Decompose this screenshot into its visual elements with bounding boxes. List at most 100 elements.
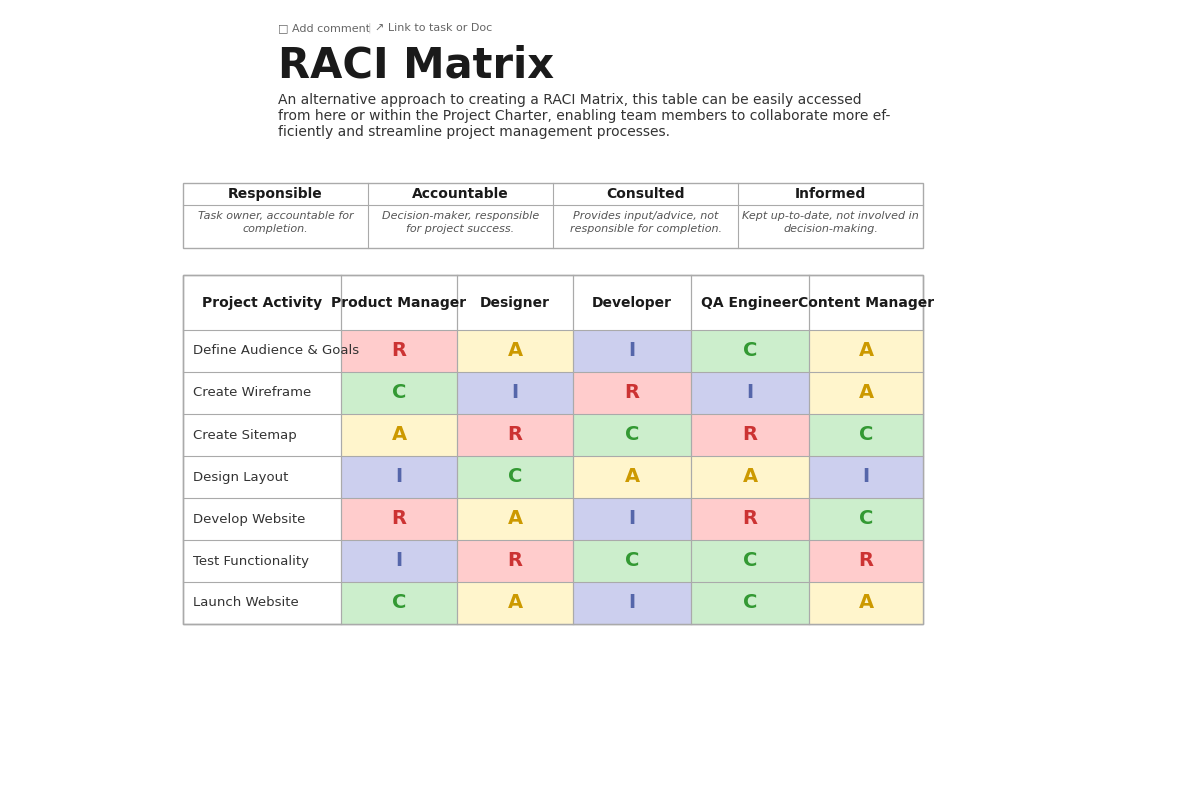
Text: ↗ Link to task or Doc: ↗ Link to task or Doc (374, 23, 492, 33)
Text: responsible for completion.: responsible for completion. (570, 224, 721, 234)
Text: Accountable: Accountable (412, 187, 509, 201)
Text: Launch Website: Launch Website (193, 596, 299, 610)
FancyBboxPatch shape (574, 582, 690, 623)
Text: Responsible: Responsible (228, 187, 323, 201)
FancyBboxPatch shape (691, 372, 809, 413)
Text: R: R (743, 509, 757, 528)
Text: Define Audience & Goals: Define Audience & Goals (193, 345, 359, 357)
Text: I: I (396, 467, 402, 486)
Text: C: C (625, 425, 640, 444)
Text: I: I (629, 509, 636, 528)
Text: An alternative approach to creating a RACI Matrix, this table can be easily acce: An alternative approach to creating a RA… (278, 93, 862, 107)
Text: Design Layout: Design Layout (193, 470, 288, 483)
Text: A: A (858, 593, 874, 612)
FancyBboxPatch shape (342, 372, 456, 413)
Text: C: C (392, 383, 406, 402)
FancyBboxPatch shape (342, 330, 456, 371)
FancyBboxPatch shape (182, 183, 923, 248)
Text: I: I (629, 341, 636, 360)
Text: A: A (858, 383, 874, 402)
Text: for project success.: for project success. (407, 224, 515, 234)
Text: C: C (859, 509, 874, 528)
Text: Informed: Informed (794, 187, 866, 201)
FancyBboxPatch shape (574, 540, 690, 581)
FancyBboxPatch shape (574, 414, 690, 455)
Text: Kept up-to-date, not involved in: Kept up-to-date, not involved in (742, 211, 919, 221)
FancyBboxPatch shape (574, 330, 690, 371)
Text: Project Activity: Project Activity (202, 295, 322, 310)
Text: Consulted: Consulted (606, 187, 685, 201)
Text: Create Sitemap: Create Sitemap (193, 428, 296, 441)
Text: Designer: Designer (480, 295, 550, 310)
Text: Create Wireframe: Create Wireframe (193, 386, 311, 399)
Text: I: I (396, 551, 402, 570)
Text: from here or within the Project Charter, enabling team members to collaborate mo: from here or within the Project Charter,… (278, 109, 890, 123)
Text: R: R (391, 341, 407, 360)
FancyBboxPatch shape (342, 582, 456, 623)
Text: A: A (508, 593, 522, 612)
Text: C: C (743, 593, 757, 612)
FancyBboxPatch shape (691, 540, 809, 581)
Text: A: A (508, 509, 522, 528)
Text: C: C (743, 551, 757, 570)
Text: C: C (625, 551, 640, 570)
Text: |: | (368, 23, 372, 33)
Text: R: R (743, 425, 757, 444)
FancyBboxPatch shape (457, 456, 572, 497)
Text: R: R (624, 383, 640, 402)
Text: Decision-maker, responsible: Decision-maker, responsible (382, 211, 539, 221)
Text: RACI Matrix: RACI Matrix (278, 44, 554, 86)
Text: C: C (392, 593, 406, 612)
FancyBboxPatch shape (574, 372, 690, 413)
FancyBboxPatch shape (457, 414, 572, 455)
Text: Developer: Developer (592, 295, 672, 310)
Text: A: A (858, 341, 874, 360)
FancyBboxPatch shape (457, 498, 572, 539)
Text: R: R (391, 509, 407, 528)
Text: QA Engineer: QA Engineer (702, 295, 798, 310)
Text: decision-making.: decision-making. (784, 224, 878, 234)
Text: Content Manager: Content Manager (798, 295, 934, 310)
FancyBboxPatch shape (691, 456, 809, 497)
FancyBboxPatch shape (810, 330, 923, 371)
FancyBboxPatch shape (691, 330, 809, 371)
Text: Task owner, accountable for: Task owner, accountable for (198, 211, 353, 221)
FancyBboxPatch shape (810, 414, 923, 455)
FancyBboxPatch shape (457, 372, 572, 413)
Text: I: I (629, 593, 636, 612)
FancyBboxPatch shape (691, 582, 809, 623)
Text: R: R (508, 425, 522, 444)
Text: I: I (746, 383, 754, 402)
Text: A: A (743, 467, 757, 486)
Text: I: I (511, 383, 518, 402)
FancyBboxPatch shape (810, 498, 923, 539)
Text: C: C (859, 425, 874, 444)
FancyBboxPatch shape (810, 540, 923, 581)
FancyBboxPatch shape (342, 456, 456, 497)
Text: completion.: completion. (242, 224, 308, 234)
FancyBboxPatch shape (810, 582, 923, 623)
Text: A: A (508, 341, 522, 360)
Text: A: A (624, 467, 640, 486)
FancyBboxPatch shape (457, 330, 572, 371)
Text: Test Functionality: Test Functionality (193, 554, 310, 568)
Text: A: A (391, 425, 407, 444)
Text: ficiently and streamline project management processes.: ficiently and streamline project managem… (278, 125, 670, 139)
FancyBboxPatch shape (691, 414, 809, 455)
Text: I: I (863, 467, 870, 486)
FancyBboxPatch shape (810, 372, 923, 413)
FancyBboxPatch shape (182, 275, 923, 624)
Text: C: C (508, 467, 522, 486)
FancyBboxPatch shape (342, 540, 456, 581)
Text: Product Manager: Product Manager (331, 295, 467, 310)
FancyBboxPatch shape (574, 498, 690, 539)
FancyBboxPatch shape (457, 540, 572, 581)
FancyBboxPatch shape (342, 414, 456, 455)
Text: C: C (743, 341, 757, 360)
FancyBboxPatch shape (691, 498, 809, 539)
Text: Provides input/advice, not: Provides input/advice, not (572, 211, 718, 221)
FancyBboxPatch shape (574, 456, 690, 497)
Text: R: R (508, 551, 522, 570)
FancyBboxPatch shape (457, 582, 572, 623)
Text: Develop Website: Develop Website (193, 512, 305, 526)
